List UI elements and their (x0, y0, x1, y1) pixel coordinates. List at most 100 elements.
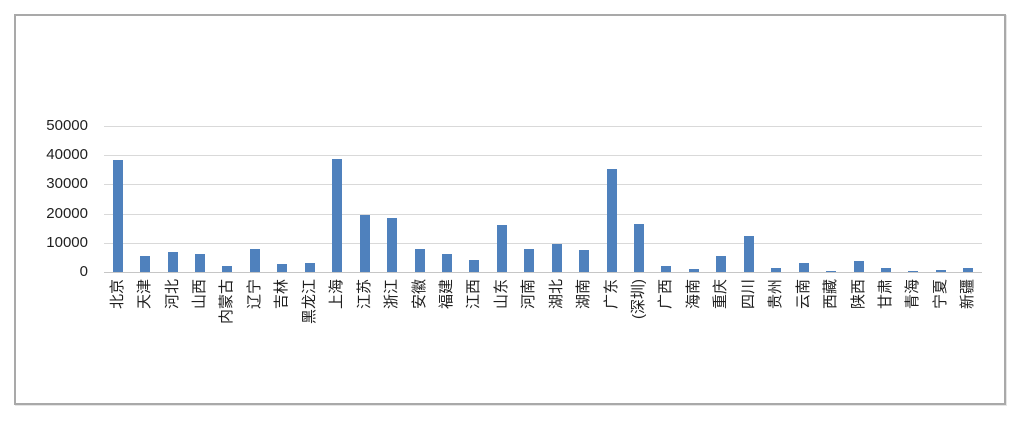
x-axis-label: 四川 (739, 279, 757, 310)
x-axis-label: (深圳) (630, 279, 648, 319)
bar-chart-frame: 北京 天津 河北 山西 内蒙古 辽宁 吉林 黑龙江 上海 江苏 浙江 安徽 福建 江西 山东 河南 湖北 湖南 广东… (14, 14, 1006, 405)
bar-吉林 (277, 264, 288, 272)
x-axis-label: 重庆 (712, 279, 730, 310)
x-axis-label-slot: 安徽 (406, 273, 433, 399)
gridline (104, 242, 982, 244)
bar-slot (927, 126, 954, 272)
x-axis-label-slot: 江西 (461, 273, 488, 399)
x-axis-label: 湖北 (547, 279, 565, 310)
x-axis-label: 内蒙古 (218, 279, 236, 325)
bar-浙江 (387, 217, 398, 272)
y-axis-tick-label: 40000 (46, 146, 88, 164)
x-axis-label: 江苏 (355, 279, 373, 310)
bar-贵州 (771, 267, 782, 272)
bar-slot (296, 126, 323, 272)
bar-江西 (469, 260, 480, 272)
bar-slot (543, 126, 570, 272)
x-axis-line (104, 272, 982, 273)
bar-slot (872, 126, 899, 272)
bar-重庆 (716, 256, 727, 272)
bar-云南 (798, 262, 809, 272)
bar-slot (324, 126, 351, 272)
bar-湖北 (551, 244, 562, 272)
x-axis-label-slot: 上海 (324, 273, 351, 399)
bar-上海 (332, 159, 343, 272)
x-axis-label-slot: 西藏 (817, 273, 844, 399)
x-axis-label: 河北 (163, 279, 181, 310)
bar-安徽 (414, 248, 425, 272)
x-axis-label: 辽宁 (245, 279, 263, 310)
bar-福建 (441, 253, 452, 272)
x-axis-label: 北京 (108, 279, 126, 310)
bar-海南 (688, 268, 699, 272)
x-axis-label: 广西 (657, 279, 675, 310)
x-axis-label: 云南 (794, 279, 812, 310)
x-axis-label: 天津 (136, 279, 154, 310)
bar-slot (735, 126, 762, 272)
bar-slot (186, 126, 213, 272)
bar-slot (433, 126, 460, 272)
x-axis-label-slot: 陕西 (845, 273, 872, 399)
bar-slot (488, 126, 515, 272)
x-axis-labels: 北京 天津 河北 山西 内蒙古 辽宁 吉林 黑龙江 上海 江苏 浙江 安徽 福建 江西 山东 河南 湖北 湖南 广东… (104, 273, 982, 399)
y-axis-tick-label: 0 (79, 263, 88, 280)
bar-slot (680, 126, 707, 272)
x-axis-label-slot: 山东 (488, 273, 515, 399)
bar-山东 (496, 225, 507, 272)
x-axis-label: 河南 (520, 279, 538, 310)
y-axis-tick-label: 30000 (46, 175, 88, 193)
x-axis-label: 广东 (602, 279, 620, 310)
bar-slot (351, 126, 378, 272)
gridline (104, 184, 982, 186)
bar-新疆 (963, 268, 974, 272)
bar-河北 (167, 251, 178, 272)
x-axis-label-slot: 福建 (433, 273, 460, 399)
x-axis-label: 黑龙江 (300, 279, 318, 325)
x-axis-label-slot: 青海 (900, 273, 927, 399)
x-axis-label-slot: 四川 (735, 273, 762, 399)
bar-宁夏 (935, 269, 946, 272)
x-axis-label: 山西 (191, 279, 209, 310)
bar-河南 (524, 248, 535, 272)
x-axis-label-slot: 吉林 (269, 273, 296, 399)
x-axis-label: 福建 (437, 279, 455, 310)
x-axis-label: 江西 (465, 279, 483, 310)
x-axis-label: 陕西 (849, 279, 867, 310)
bar-天津 (140, 255, 151, 272)
x-axis-label-slot: 重庆 (708, 273, 735, 399)
bar-slot (708, 126, 735, 272)
x-axis-label-slot: 广西 (653, 273, 680, 399)
bar-slot (598, 126, 625, 272)
bar-青海 (908, 271, 919, 272)
bar-slot (790, 126, 817, 272)
gridline (104, 213, 982, 215)
x-axis-label-slot: 贵州 (763, 273, 790, 399)
plot-area (104, 126, 982, 273)
y-axis-tick-label: 20000 (46, 204, 88, 222)
bar-slot (516, 126, 543, 272)
bar-slot (461, 126, 488, 272)
bar-广西 (661, 265, 672, 272)
bar-slot (159, 126, 186, 272)
bar-slot (653, 126, 680, 272)
x-axis-label: 浙江 (383, 279, 401, 310)
x-axis-label-slot: 甘肃 (872, 273, 899, 399)
x-axis-label-slot: 湖南 (570, 273, 597, 399)
x-axis-label: 西藏 (822, 279, 840, 310)
bar-slot (625, 126, 652, 272)
bar-slot (406, 126, 433, 272)
x-axis-label-slot: 江苏 (351, 273, 378, 399)
bar-slot (378, 126, 405, 272)
x-axis-label-slot: 辽宁 (241, 273, 268, 399)
y-axis-tick-label: 10000 (46, 233, 88, 251)
x-axis-label-slot: 云南 (790, 273, 817, 399)
gridline (104, 126, 982, 127)
x-axis-label: 吉林 (273, 279, 291, 310)
bar-slot (845, 126, 872, 272)
x-axis-label-slot: (深圳) (625, 273, 652, 399)
x-axis-label: 青海 (904, 279, 922, 310)
x-axis-label-slot: 湖北 (543, 273, 570, 399)
x-axis-label-slot: 山西 (186, 273, 213, 399)
bar-slot (817, 126, 844, 272)
